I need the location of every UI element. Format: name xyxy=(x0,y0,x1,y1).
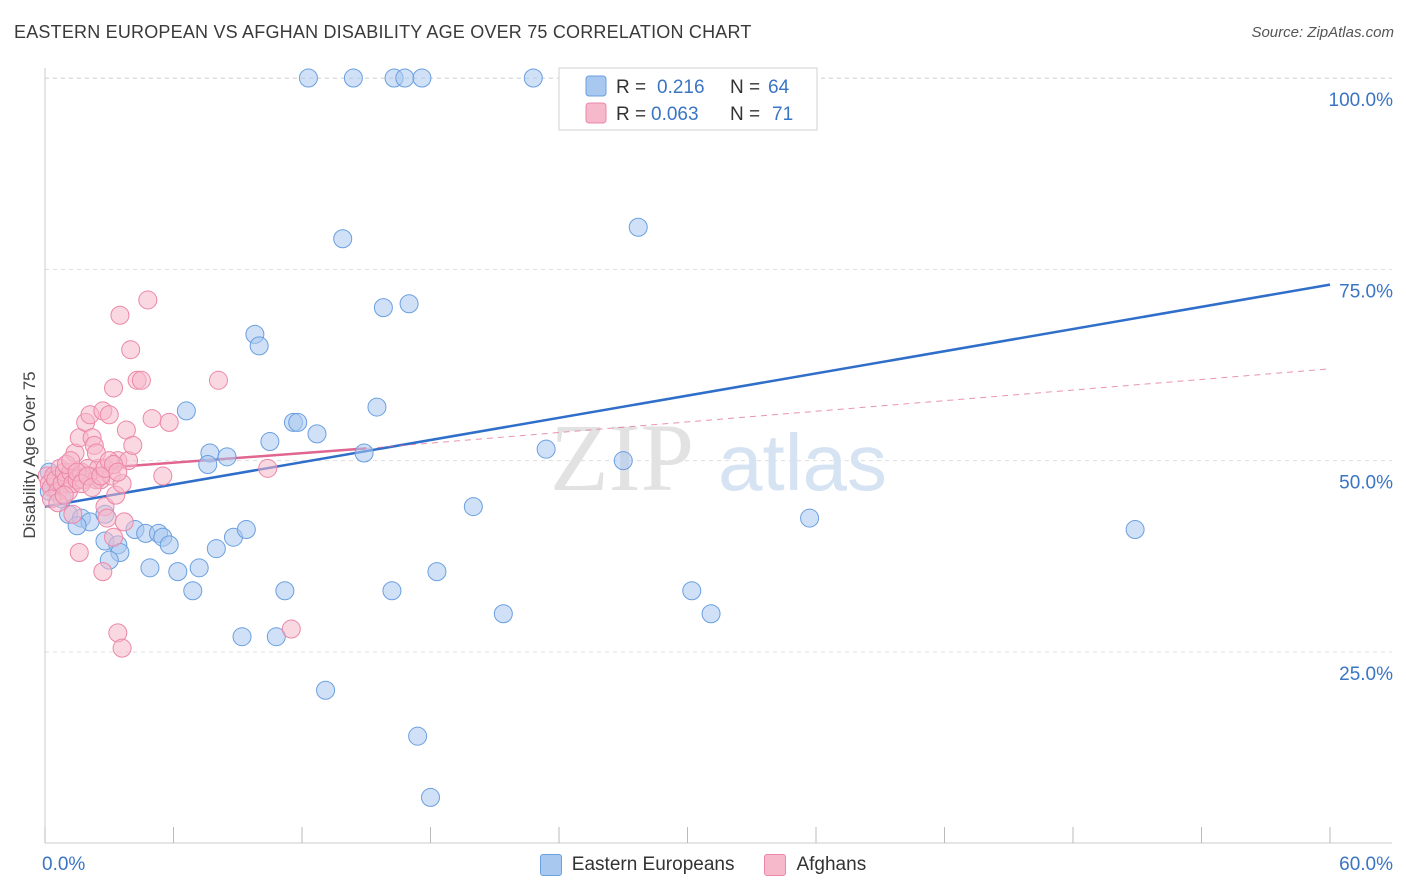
point-eastern-european xyxy=(168,562,188,582)
gridlines xyxy=(45,77,1392,653)
point-afghan xyxy=(121,340,141,360)
point-afghan xyxy=(69,543,89,563)
legend-swatch-eastern-europeans xyxy=(585,75,607,97)
legend-r-value-1: 0.216 xyxy=(657,77,705,98)
point-eastern-european xyxy=(493,604,513,624)
point-eastern-european xyxy=(298,68,318,88)
point-afghan xyxy=(93,562,113,582)
point-eastern-european xyxy=(333,229,353,249)
point-eastern-european xyxy=(307,424,327,444)
point-eastern-european xyxy=(1125,520,1145,540)
point-eastern-european xyxy=(421,787,440,807)
legend-r-value-2: 0.063 xyxy=(651,104,699,125)
point-eastern-european xyxy=(206,539,226,559)
point-eastern-european xyxy=(628,217,648,237)
point-eastern-european xyxy=(232,627,252,647)
point-afghan xyxy=(138,290,158,310)
point-eastern-european xyxy=(399,294,419,314)
legend-label-eastern-europeans: Eastern Europeans xyxy=(571,854,735,875)
legend-entry-afghans: Afghans xyxy=(764,854,866,876)
point-eastern-european xyxy=(523,68,543,88)
point-afghan xyxy=(110,305,130,325)
point-eastern-european xyxy=(288,412,308,432)
point-eastern-european xyxy=(183,581,203,601)
point-eastern-european xyxy=(140,558,160,578)
series-legend: Eastern Europeans Afghans xyxy=(0,850,1406,880)
point-afghan xyxy=(104,378,124,398)
point-afghan xyxy=(108,462,128,482)
point-eastern-european xyxy=(217,447,237,467)
point-eastern-european xyxy=(236,520,256,540)
legend-r-label-2: R = xyxy=(616,104,646,125)
point-afghan xyxy=(123,435,143,455)
trendline-afghans-2 xyxy=(366,368,1331,449)
axes xyxy=(44,68,1392,844)
watermark: ZIP atlas xyxy=(550,404,887,511)
correlation-legend: R = 0.216 N = 64 R = 0.063 N = 71 xyxy=(558,67,818,131)
point-eastern-european xyxy=(354,443,374,463)
point-eastern-european xyxy=(367,397,387,417)
point-eastern-european xyxy=(176,401,196,421)
legend-label-afghans: Afghans xyxy=(796,854,867,875)
point-eastern-european xyxy=(159,535,179,555)
point-eastern-european xyxy=(408,726,428,746)
point-eastern-european xyxy=(343,68,363,88)
chart-source: Source: ZipAtlas.com xyxy=(1251,24,1394,41)
point-eastern-european xyxy=(373,298,393,318)
y-tick-label-25: 25.0% xyxy=(1339,664,1393,685)
legend-r-label-1: R = xyxy=(616,77,646,98)
point-eastern-european xyxy=(682,581,702,601)
y-tick-label-75: 75.0% xyxy=(1339,281,1393,302)
point-afghan xyxy=(54,485,74,505)
point-afghan xyxy=(159,412,179,432)
chart-title: EASTERN EUROPEAN VS AFGHAN DISABILITY AG… xyxy=(14,22,752,42)
point-afghan xyxy=(63,504,83,524)
point-afghan xyxy=(142,409,162,429)
point-eastern-european xyxy=(412,68,432,88)
point-afghan xyxy=(281,619,301,639)
x-tick-label-1: 60.0% xyxy=(1339,854,1393,875)
point-eastern-european xyxy=(613,451,633,471)
point-eastern-european xyxy=(189,558,209,578)
legend-n-label-2: N = xyxy=(730,104,760,125)
legend-n-value-1: 64 xyxy=(768,77,790,98)
point-eastern-european xyxy=(427,562,447,582)
point-afghan xyxy=(131,370,151,390)
point-afghan xyxy=(153,466,173,486)
y-tick-label-100: 100.0% xyxy=(1329,90,1394,111)
point-afghan xyxy=(258,458,278,478)
point-eastern-european xyxy=(800,508,820,528)
point-eastern-european xyxy=(260,432,280,452)
point-afghan xyxy=(208,370,228,390)
point-eastern-european xyxy=(316,680,336,700)
point-eastern-european xyxy=(275,581,295,601)
point-eastern-european xyxy=(536,439,556,459)
legend-swatch-afghans xyxy=(585,102,607,124)
x-tick-label-0: 0.0% xyxy=(42,854,85,875)
point-eastern-european xyxy=(463,497,483,517)
point-eastern-european xyxy=(266,627,286,647)
data-points xyxy=(37,68,1145,807)
legend-swatch-eastern-europeans-bottom xyxy=(539,854,562,876)
point-eastern-european xyxy=(382,581,402,601)
point-afghan xyxy=(104,527,124,547)
legend-swatch-afghans-bottom xyxy=(764,854,787,876)
legend-entry-eastern-europeans: Eastern Europeans xyxy=(539,854,735,876)
y-axis-label: Disability Age Over 75 xyxy=(20,371,39,538)
point-afghan xyxy=(114,512,134,532)
point-afghan xyxy=(97,508,117,528)
point-eastern-european xyxy=(395,68,415,88)
y-tick-label-50: 50.0% xyxy=(1339,473,1393,494)
tick-labels: 25.0% 50.0% 75.0% 100.0% 0.0% 60.0% xyxy=(42,90,1393,875)
point-eastern-european xyxy=(701,604,721,624)
point-afghan xyxy=(99,405,119,425)
legend-n-label-1: N = xyxy=(730,77,760,98)
point-eastern-european xyxy=(198,454,218,474)
watermark-atlas: atlas xyxy=(718,418,887,507)
legend-n-value-2: 71 xyxy=(772,104,793,125)
point-afghan xyxy=(112,638,132,658)
point-eastern-european xyxy=(249,336,269,356)
